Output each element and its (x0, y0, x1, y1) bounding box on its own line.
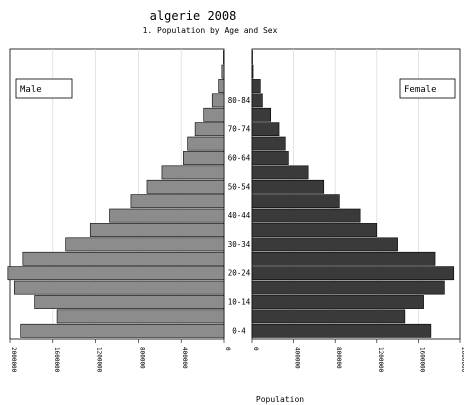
female-axis-tick-label: 800000 (335, 347, 342, 369)
chart-subtitle: 1. Population by Age and Sex (143, 26, 278, 35)
female-bar (251, 323, 432, 338)
female-legend: Female (399, 78, 456, 99)
male-axis-tick-label: 2000000 (10, 347, 17, 373)
male-bar (221, 64, 225, 79)
male-legend-box (15, 78, 73, 99)
male-bar (161, 165, 225, 180)
male-bar (218, 79, 225, 93)
female-bar (251, 50, 253, 65)
age-group-label: 80-84 (228, 96, 251, 105)
male-axis-tick-label: 400000 (181, 347, 188, 369)
female-bar (251, 93, 263, 108)
female-bar (251, 151, 289, 165)
male-bar (13, 280, 225, 295)
female-bar (251, 295, 424, 309)
male-axis-ticks: 2000000 1600000 1200000 800000 400000 0 (9, 339, 231, 373)
male-axis-tick-label: 0 (224, 347, 231, 351)
female-bar (251, 79, 261, 93)
age-group-label: 10-14 (228, 298, 251, 307)
male-bar (146, 179, 225, 194)
male-bar (194, 122, 225, 137)
male-legend-label: Male (20, 85, 42, 95)
female-axis-ticks: 0 400000 800000 1200000 1600000 2000000 (251, 339, 464, 373)
male-axis-tick-label: 800000 (138, 347, 145, 369)
female-bar (251, 208, 361, 223)
male-bar (130, 194, 225, 209)
female-bar (251, 223, 378, 237)
male-bar (22, 251, 225, 266)
female-bar (251, 309, 406, 324)
male-bar (203, 107, 225, 122)
female-bar (251, 194, 340, 209)
age-group-label: 20-24 (228, 269, 251, 278)
female-axis-tick-label: 0 (252, 347, 259, 351)
female-legend-label: Female (404, 85, 437, 95)
female-bar (251, 64, 254, 79)
female-bars (251, 50, 455, 338)
female-axis-tick-label: 1600000 (418, 347, 425, 373)
male-legend: Male (15, 78, 73, 99)
male-bar (187, 136, 225, 151)
male-bar (7, 266, 225, 281)
age-group-label: 50-54 (228, 182, 251, 191)
male-bar (34, 295, 225, 309)
female-bar (251, 165, 309, 180)
female-bar (251, 237, 398, 252)
female-bar (251, 251, 436, 266)
female-axis-tick-label: 400000 (294, 347, 301, 369)
male-bar (65, 237, 225, 252)
age-group-label: 30-34 (228, 240, 251, 249)
male-bar (109, 208, 225, 223)
male-bar (20, 323, 225, 338)
age-group-label: 60-64 (228, 154, 251, 163)
age-group-labels: 0-4 10-14 20-24 30-34 40-44 50-54 60-64 70-74 80… (228, 96, 251, 335)
male-bars (7, 50, 225, 338)
male-bar (211, 93, 225, 108)
female-bar (251, 107, 272, 122)
age-group-label: 0-4 (232, 326, 246, 335)
chart-title: algerie 2008 (150, 9, 237, 23)
female-bar (251, 122, 280, 137)
female-axis-tick-label: 2000000 (460, 347, 464, 373)
female-bar (251, 266, 455, 281)
female-bar (251, 179, 325, 194)
x-axis-label: Population (256, 395, 304, 404)
male-axis-tick-label: 1600000 (53, 347, 60, 373)
female-axis-tick-label: 1200000 (377, 347, 384, 373)
male-bar (223, 50, 225, 65)
female-bar (251, 280, 445, 295)
female-bar (251, 136, 286, 151)
age-group-label: 40-44 (228, 211, 251, 220)
male-bar (56, 309, 225, 324)
age-group-label: 70-74 (228, 125, 251, 134)
male-bar (89, 223, 225, 237)
male-bar (183, 151, 225, 165)
male-axis-tick-label: 1200000 (96, 347, 103, 373)
female-legend-box (399, 78, 456, 99)
